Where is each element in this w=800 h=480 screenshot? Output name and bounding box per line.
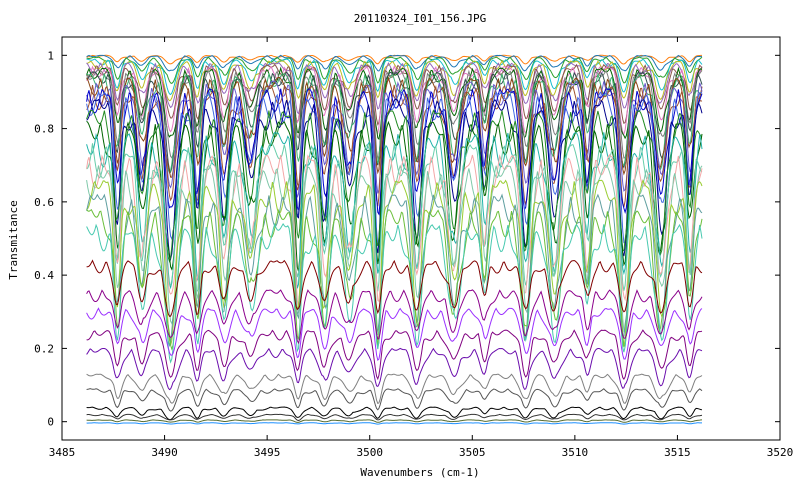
series-layer bbox=[86, 54, 703, 425]
spectrum-series-line bbox=[86, 59, 703, 102]
spectrum-series-line bbox=[86, 419, 702, 423]
y-axis-label: Transmitance bbox=[7, 200, 20, 279]
spectrum-series-line bbox=[86, 58, 703, 96]
x-tick-label: 3515 bbox=[664, 446, 691, 459]
spectrum-series-line bbox=[86, 84, 703, 208]
y-tick-label: 0.2 bbox=[34, 342, 54, 355]
x-tick-label: 3490 bbox=[151, 446, 178, 459]
x-tick-label: 3505 bbox=[459, 446, 486, 459]
y-tick-label: 0 bbox=[47, 416, 54, 429]
spectrum-series-line bbox=[86, 307, 703, 362]
spectrum-series-line bbox=[86, 142, 703, 294]
spectrum-series-line bbox=[86, 54, 703, 72]
spectrum-series-line bbox=[86, 289, 703, 345]
x-axis-label: Wavenumbers (cm-1) bbox=[360, 466, 479, 479]
spectrum-series-line bbox=[86, 222, 703, 364]
spectrum-series-line bbox=[86, 72, 703, 174]
spectrum-series-line bbox=[86, 193, 703, 348]
spectrum-series-line bbox=[86, 69, 703, 161]
axis-layer: 3485 3490 3495 3500 3505 3510 3515 3520 0 0.2 0.4 0… bbox=[34, 36, 794, 459]
x-tick-label: 3485 bbox=[49, 446, 76, 459]
spectrum-series-line bbox=[86, 329, 703, 381]
spectrum-series-line bbox=[86, 120, 703, 272]
y-tick-label: 0.6 bbox=[34, 196, 54, 209]
spectrum-series-line bbox=[86, 347, 703, 391]
spectrum-series-line bbox=[86, 109, 703, 264]
spectrum-series-line bbox=[86, 98, 703, 261]
spectrum-series-line bbox=[86, 56, 703, 84]
chart-title: 20110324_I01_156.JPG bbox=[354, 12, 486, 25]
x-tick-label: 3520 bbox=[767, 446, 794, 459]
x-tick-label: 3510 bbox=[562, 446, 589, 459]
spectrum-series-line bbox=[86, 413, 703, 422]
x-tick-label: 3500 bbox=[356, 446, 383, 459]
spectrum-series-line bbox=[86, 422, 702, 425]
spectrum-series-line bbox=[86, 164, 703, 335]
spectrum-series-line bbox=[86, 406, 703, 421]
x-tick-label: 3495 bbox=[254, 446, 281, 459]
spectrum-series-line bbox=[86, 388, 703, 412]
y-tick-label: 1 bbox=[47, 49, 54, 62]
plot-frame bbox=[61, 36, 781, 441]
spectrum-series-line bbox=[86, 90, 703, 246]
y-tick-label: 0.8 bbox=[34, 123, 54, 136]
spectrum-series-line bbox=[86, 373, 703, 405]
spectrum-series-line bbox=[86, 259, 703, 317]
spectrum-series-line bbox=[86, 153, 703, 306]
spectrum-series-line bbox=[86, 208, 703, 351]
spectrum-series-line bbox=[86, 54, 702, 65]
spectrum-series-line bbox=[86, 179, 703, 348]
spectrum-series-line bbox=[86, 65, 703, 136]
y-tick-label: 0.4 bbox=[34, 269, 54, 282]
